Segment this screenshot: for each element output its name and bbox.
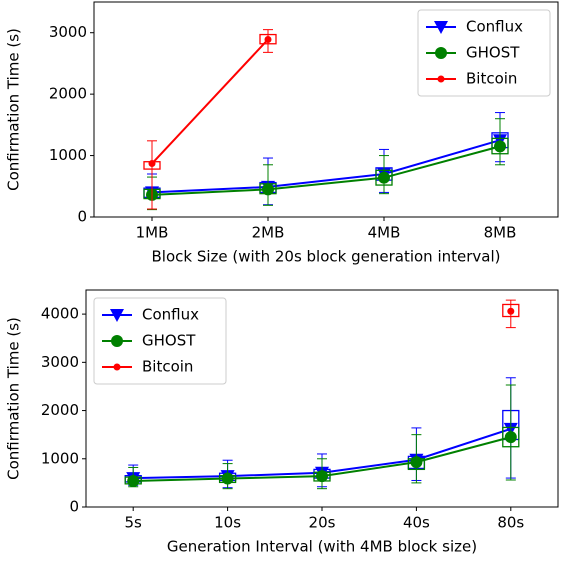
y-tick-label: 1000 [49, 146, 87, 164]
x-tick-label: 8MB [484, 224, 517, 242]
y-axis-label: Confirmation Time (s) [5, 317, 23, 480]
marker [378, 171, 390, 184]
legend-label: Conflux [466, 18, 523, 36]
y-tick-label: 3000 [49, 23, 87, 41]
series-line [151, 139, 501, 194]
x-tick-label: 2MB [252, 224, 285, 242]
marker [435, 47, 447, 59]
box [491, 137, 509, 155]
y-tick-label: 4000 [41, 305, 79, 323]
marker [507, 307, 515, 315]
legend-label: Conflux [142, 306, 199, 324]
x-tick-label: 10s [214, 514, 241, 532]
marker [494, 140, 506, 153]
marker [221, 472, 234, 485]
marker [110, 309, 124, 322]
plot-frame [85, 289, 559, 508]
marker [111, 335, 123, 347]
legend: Conflux GHOST Bitcoin [417, 9, 551, 97]
marker [434, 21, 448, 34]
x-tick-label: 4MB [368, 224, 401, 242]
legend-label: GHOST [142, 332, 196, 350]
legend-label: GHOST [466, 44, 520, 62]
marker [410, 456, 423, 469]
series-line [151, 145, 501, 196]
legend-frame [93, 297, 227, 385]
x-tick-label: 1MB [136, 224, 169, 242]
box [259, 33, 277, 45]
marker [262, 183, 274, 196]
y-tick-label: 3000 [41, 353, 79, 371]
marker [316, 470, 328, 483]
marker [504, 431, 517, 444]
y-tick-label: 0 [77, 208, 87, 226]
legend: Conflux GHOST Bitcoin [93, 297, 227, 385]
y-tick-label: 2000 [41, 401, 79, 419]
x-tick-label: 80s [497, 514, 524, 532]
x-tick-label: 20s [309, 514, 336, 532]
x-axis-label: Generation Interval (with 4MB block size… [167, 538, 477, 556]
box [502, 426, 520, 448]
series-line [151, 38, 269, 165]
y-axis-label: Confirmation Time (s) [5, 28, 23, 191]
marker [127, 474, 140, 487]
y-tick-label: 1000 [41, 449, 79, 467]
y-tick-label: 2000 [49, 85, 87, 103]
marker [148, 160, 156, 168]
x-axis-label: Block Size (with 20s block generation in… [152, 248, 501, 266]
marker [437, 75, 445, 83]
box [502, 303, 520, 318]
y-tick-label: 0 [69, 498, 79, 516]
legend-frame [417, 9, 551, 97]
plot-frame [93, 1, 559, 218]
marker [113, 363, 121, 371]
x-tick-label: 5s [125, 514, 143, 532]
legend-label: Bitcoin [142, 358, 193, 376]
legend-label: Bitcoin [466, 70, 517, 88]
x-tick-label: 40s [403, 514, 430, 532]
marker [264, 35, 272, 43]
